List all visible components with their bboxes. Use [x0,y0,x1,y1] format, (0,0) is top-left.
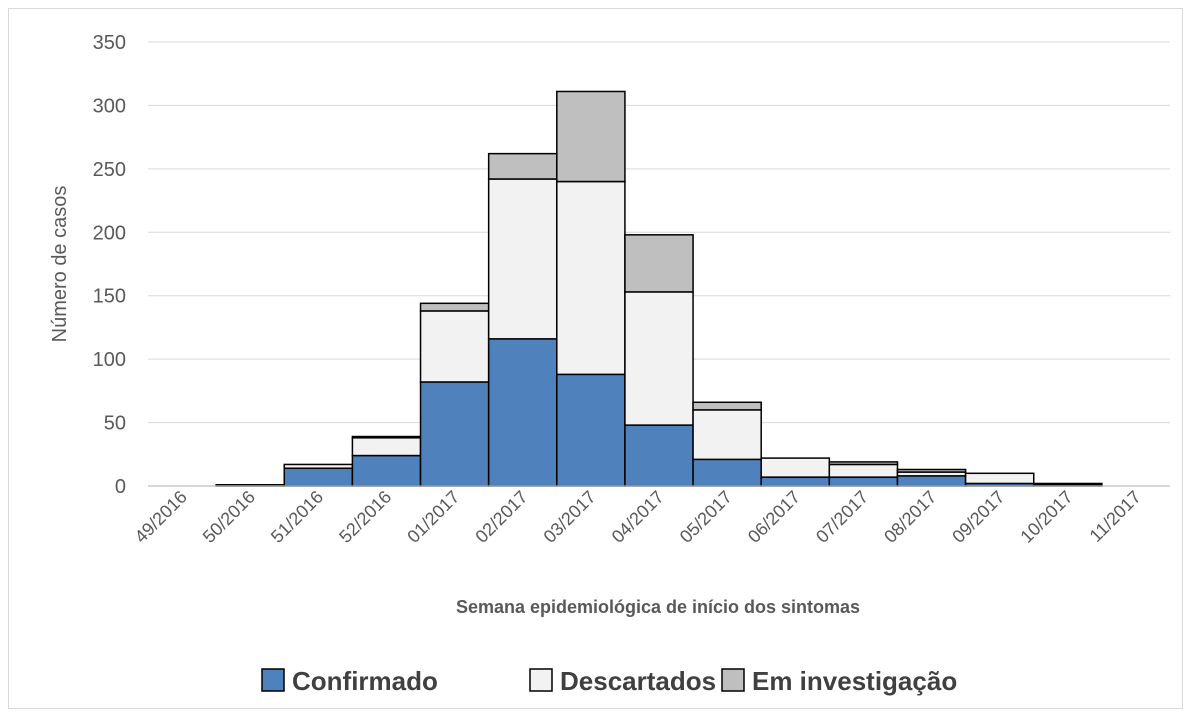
legend: Confirmado Descartados Em investigação [261,666,957,696]
bar-segment-confirmado-52-2016 [351,454,422,487]
bar-segment-confirmado-01-2017 [419,381,490,487]
legend-label: Confirmado [292,666,438,696]
bar-segment-em-investiga-o-52-2016 [351,435,422,439]
y-axis-title: Número de casos [49,186,71,343]
bar-segment-confirmado-51-2016 [283,467,354,487]
y-tick-label: 0 [115,476,126,498]
y-tick-label: 50 [104,413,126,435]
legend-swatch [721,668,745,692]
bar-segment-descartados-04-2017 [624,291,694,426]
legend-swatch [261,668,285,692]
y-tick-label: 200 [93,222,126,244]
bar-segment-confirmado-02-2017 [487,338,558,487]
x-tick-label: 07/2017 [812,487,872,547]
bar-segment-confirmado-06-2017 [760,476,831,487]
y-tick-label: 250 [93,159,126,181]
x-tick-label: 08/2017 [880,487,940,547]
y-tick-label: 300 [93,95,126,117]
gridlines [148,41,1170,424]
bar-segment-em-investiga-o-02-2017 [487,152,558,180]
bar-segment-descartados-52-2016 [351,437,422,457]
bar-segment-descartados-07-2017 [828,463,899,478]
x-tick-label: 09/2017 [948,487,1008,547]
bar-segment-descartados-01-2017 [419,310,490,383]
bar-segment-descartados-02-2017 [487,178,558,340]
x-tick-label: 01/2017 [403,487,463,547]
y-tick-label: 150 [93,286,126,308]
x-axis-title: Semana epidemiológica de início dos sint… [456,597,860,617]
bar-segment-em-investiga-o-04-2017 [624,234,694,293]
y-tick-label: 350 [93,32,126,54]
legend-label: Em investigação [752,666,957,696]
bars [148,90,1170,487]
bar-segment-em-investiga-o-07-2017 [828,461,899,466]
bar-segment-descartados-06-2017 [760,457,831,478]
x-tick-label: 51/2016 [267,487,327,547]
bar-segment-confirmado-05-2017 [692,458,762,487]
bar-segment-confirmado-07-2017 [828,476,899,487]
bar-segment-descartados-10-2017 [1032,482,1103,486]
bar-segment-em-investiga-o-01-2017 [419,302,490,312]
x-tick-label: 50/2016 [199,487,259,547]
x-tick-label: 52/2016 [335,487,395,547]
x-tick-label: 11/2017 [1086,487,1145,546]
bar-segment-em-investiga-o-08-2017 [896,468,967,473]
y-tick-label: 100 [93,349,126,371]
y-tick-labels: 0 50 100 150 200 250 300 350 [93,32,126,498]
bar-segment-confirmado-04-2017 [624,424,694,487]
legend-swatch [529,668,553,692]
x-tick-label: 06/2017 [744,487,804,547]
x-tick-label: 49/2016 [131,487,191,547]
legend-label: Descartados [560,666,716,696]
x-tick-label: 04/2017 [608,487,668,547]
bar-segment-descartados-03-2017 [556,180,626,376]
bar-segment-confirmado-03-2017 [556,373,626,487]
x-tick-label: 02/2017 [471,487,531,547]
bar-segment-descartados-09-2017 [964,472,1035,485]
bar-segment-confirmado-08-2017 [896,475,967,487]
bar-segment-em-investiga-o-03-2017 [556,90,626,183]
x-tick-label: 10/2017 [1016,487,1076,547]
bar-segment-em-investiga-o-05-2017 [692,401,762,411]
x-tick-label: 05/2017 [676,487,736,547]
bar-segment-descartados-05-2017 [692,409,762,461]
x-tick-label: 03/2017 [540,487,600,547]
x-tick-labels: 49/2016 50/2016 51/2016 52/2016 01/2017 02/20… [131,487,1145,547]
bar-segment-descartados-51-2016 [283,463,354,469]
